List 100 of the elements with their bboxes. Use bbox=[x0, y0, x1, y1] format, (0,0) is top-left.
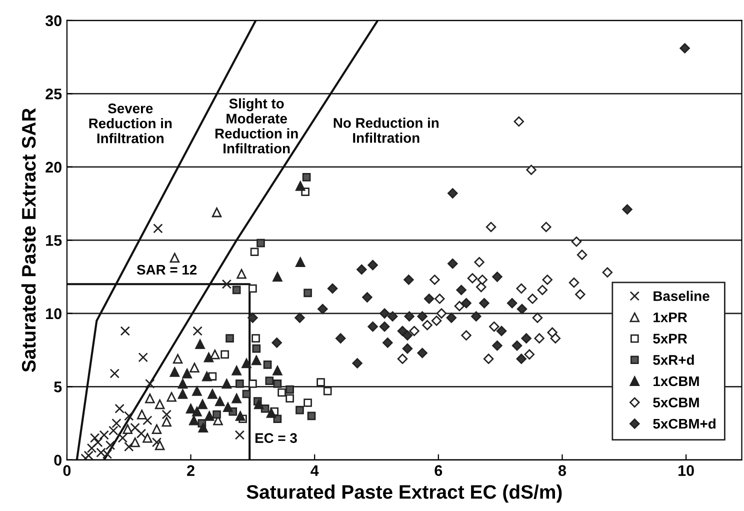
point bbox=[124, 442, 134, 452]
point bbox=[93, 437, 103, 448]
point bbox=[436, 308, 447, 319]
point bbox=[368, 260, 378, 270]
point bbox=[204, 411, 214, 421]
point bbox=[124, 411, 134, 421]
x-tick-label: 6 bbox=[434, 465, 442, 476]
point bbox=[471, 311, 482, 322]
point bbox=[446, 312, 457, 323]
point bbox=[467, 273, 478, 284]
point bbox=[532, 312, 543, 323]
y-tick-label: 10 bbox=[46, 308, 62, 320]
point bbox=[130, 437, 140, 448]
point bbox=[316, 378, 325, 386]
x-axis-title: Saturated Paste Extract EC (dS/m) bbox=[246, 484, 562, 503]
point bbox=[479, 298, 490, 308]
point bbox=[448, 188, 458, 198]
point bbox=[170, 367, 180, 377]
point bbox=[138, 352, 148, 362]
point bbox=[266, 408, 276, 418]
point bbox=[514, 116, 524, 127]
point bbox=[576, 250, 588, 260]
point bbox=[409, 326, 420, 336]
y-tick-label: 25 bbox=[46, 88, 62, 100]
annotation: SAR = 12 bbox=[136, 264, 197, 275]
point bbox=[526, 164, 536, 175]
point bbox=[368, 321, 378, 332]
point bbox=[483, 354, 494, 364]
point bbox=[178, 378, 188, 389]
point bbox=[602, 267, 613, 278]
annotation: Severe Reduction in Infiltration bbox=[89, 104, 172, 144]
point bbox=[105, 440, 116, 450]
point bbox=[492, 272, 502, 282]
point bbox=[550, 333, 561, 344]
point bbox=[254, 399, 264, 410]
point bbox=[154, 440, 165, 450]
point bbox=[248, 312, 258, 323]
point bbox=[295, 181, 306, 191]
legend-label: 1xCBM bbox=[654, 376, 699, 386]
point bbox=[273, 414, 282, 424]
y-tick-label: 0 bbox=[54, 454, 62, 466]
point bbox=[461, 330, 472, 340]
point bbox=[434, 294, 445, 304]
point bbox=[402, 330, 413, 340]
point bbox=[302, 173, 311, 182]
point bbox=[152, 437, 162, 448]
point bbox=[145, 378, 155, 389]
point bbox=[154, 399, 165, 410]
point bbox=[226, 334, 234, 342]
y-tick-label: 20 bbox=[46, 162, 62, 173]
point bbox=[362, 292, 372, 302]
point bbox=[137, 410, 147, 420]
point bbox=[382, 338, 393, 348]
point bbox=[356, 264, 367, 275]
point bbox=[506, 298, 518, 308]
point bbox=[492, 340, 502, 351]
point bbox=[327, 283, 338, 294]
point bbox=[379, 321, 390, 332]
point bbox=[192, 406, 202, 416]
point bbox=[152, 424, 162, 434]
point bbox=[516, 354, 526, 364]
point bbox=[489, 321, 500, 332]
point bbox=[516, 304, 528, 314]
point bbox=[476, 282, 486, 292]
point bbox=[118, 433, 128, 443]
point bbox=[172, 354, 183, 364]
point bbox=[379, 308, 390, 319]
y-tick-label: 15 bbox=[46, 235, 62, 246]
point bbox=[304, 398, 312, 407]
point bbox=[145, 394, 155, 404]
point bbox=[178, 389, 188, 399]
point bbox=[108, 426, 118, 436]
point bbox=[236, 269, 246, 279]
point bbox=[534, 333, 544, 344]
point bbox=[252, 334, 260, 342]
point bbox=[456, 284, 466, 296]
point bbox=[122, 424, 132, 434]
point bbox=[263, 360, 272, 369]
point bbox=[335, 333, 346, 344]
point bbox=[252, 355, 262, 366]
point bbox=[417, 311, 428, 322]
point bbox=[272, 272, 282, 282]
point bbox=[273, 380, 282, 388]
point bbox=[235, 411, 246, 421]
point bbox=[186, 404, 196, 414]
point bbox=[232, 286, 241, 294]
point bbox=[114, 404, 124, 414]
y-tick-label: 30 bbox=[45, 15, 62, 26]
point bbox=[250, 248, 259, 256]
point bbox=[575, 289, 586, 300]
point bbox=[170, 252, 180, 263]
point bbox=[512, 340, 522, 351]
point bbox=[296, 406, 304, 414]
point bbox=[474, 257, 484, 268]
point bbox=[86, 443, 97, 454]
point bbox=[448, 258, 458, 269]
point bbox=[417, 348, 428, 358]
point bbox=[222, 279, 232, 289]
point bbox=[294, 312, 305, 323]
point bbox=[222, 378, 232, 389]
